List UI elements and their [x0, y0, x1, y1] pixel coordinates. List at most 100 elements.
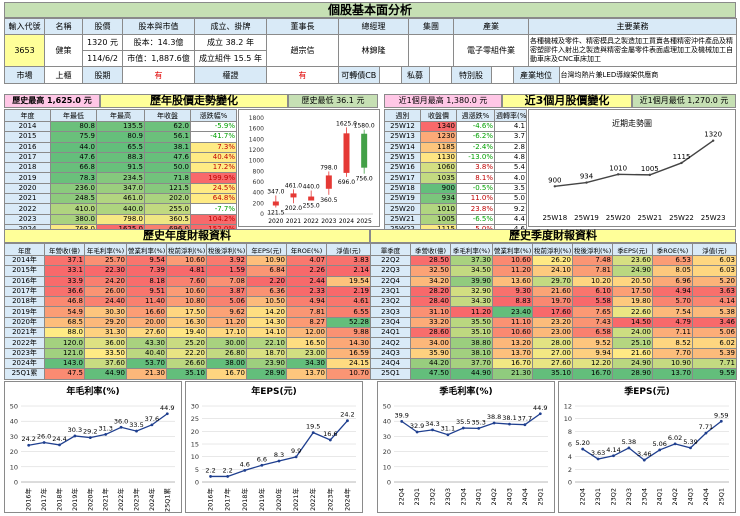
data-point	[538, 412, 542, 416]
value-cell: 47.6	[144, 151, 191, 164]
chart-title: 年EPS(元)	[251, 385, 296, 397]
value-cell: 25.20	[166, 337, 207, 349]
value-cell: 22.60	[612, 306, 653, 318]
year-cell: 2016	[4, 141, 51, 153]
data-label: 36.0	[114, 417, 128, 425]
value-cell: 7.81	[572, 265, 613, 277]
table-row: 2019年 54.9 30.30 16.60 17.50 9.62 14.20 7.81 6.5…	[4, 306, 371, 318]
position-label: 產業地位	[512, 67, 560, 83]
value-cell: 26.80	[206, 347, 247, 359]
data-point	[209, 475, 212, 478]
listed-years: 成立組件 15.5 年	[194, 50, 267, 67]
quarter-header-5: 稅後淨利(%)	[572, 243, 613, 256]
recent-trend-chart: 近期走勢圖 900 25W18 934 25W19 1010 25W20 1005 25W21 1…	[528, 109, 736, 227]
value-cell: 80.9	[96, 131, 145, 143]
candle-body	[343, 133, 350, 173]
value-cell: 360.5	[144, 213, 191, 225]
market-cap: 市值：1,887.6億	[122, 50, 195, 67]
year-cell: 2022	[4, 203, 51, 215]
yearly-header-1: 年最低	[50, 109, 97, 122]
table-row: 22Q4 34.20 39.90 13.60 29.70 10.20 20.50 6.96 5.…	[370, 275, 737, 287]
value-cell: 28.20	[410, 285, 451, 298]
candle-body	[290, 193, 297, 198]
value-cell: 47.50	[410, 368, 451, 380]
data-point	[508, 422, 511, 426]
value-cell: 7.48	[572, 254, 613, 267]
value-cell: 8.52	[652, 337, 693, 349]
value-cell: 9.51	[126, 285, 167, 298]
chairman-name: 趙宗信	[266, 34, 339, 67]
value-cell: 440.0	[96, 203, 145, 215]
value-cell: 19.80	[612, 296, 653, 308]
weekly-header-3: 週轉率(%)	[494, 109, 527, 122]
value-cell: 19.54	[326, 275, 371, 287]
table-row: 25W17 1035 8.1% 4.0	[384, 172, 527, 184]
value-cell: 21.30	[126, 368, 167, 380]
x-tick-label: 2020年	[85, 488, 94, 512]
candle-low-label: 756.0	[356, 176, 373, 183]
data-point	[88, 436, 92, 440]
data-point	[477, 426, 481, 430]
year-cell: 2014	[4, 120, 51, 133]
value-cell: -2.4%	[456, 141, 495, 153]
value-cell: 17.60	[532, 306, 573, 318]
value-cell: 19.40	[166, 327, 207, 339]
value-cell: 4.81	[166, 265, 207, 277]
data-label: 5.20	[575, 439, 589, 447]
value-cell: 24.90	[612, 357, 653, 370]
data-label: 44.9	[533, 404, 547, 412]
table-row: 23Q2 28.40 34.30 8.83 19.70 5.58 19.80 5.70 4.14…	[370, 296, 737, 308]
value-cell: 14.10	[246, 327, 287, 339]
data-label: 1115	[673, 153, 691, 161]
value-cell: 27.60	[532, 357, 573, 370]
table-row: 2020 236.0 347.0 121.5 24.5%	[4, 182, 237, 195]
period-cell: 22Q2	[370, 254, 411, 267]
value-cell: 7.3%	[190, 141, 237, 153]
table-row: 25W15 1130 -13.0% 4.8	[384, 151, 527, 164]
table-row: 25Q1 47.50 44.90 21.30 35.10 16.70 28.90 13.70 9…	[370, 368, 737, 380]
data-point	[680, 161, 683, 165]
data-label: 5.39	[683, 438, 697, 446]
table-row: 25W21 1005 -6.5% 4.4	[384, 213, 527, 225]
x-tick-label: 2022年	[116, 488, 125, 512]
value-cell: 16.30	[166, 316, 207, 329]
value-cell: 34.20	[410, 275, 451, 287]
futures-label: 股期	[82, 66, 123, 84]
value-cell: 14.30	[246, 316, 287, 329]
value-cell: 28.00	[532, 337, 573, 349]
value-cell: 6.84	[246, 265, 287, 277]
header-founded: 成立、掛牌	[194, 18, 267, 35]
value-cell: 52.28	[326, 316, 371, 329]
market-label: 市場	[4, 66, 45, 84]
data-point	[612, 454, 615, 458]
quarter-financial-table: 單季度 季營收(億) 季毛利率(%) 營業利率(%) 稅前淨利(%) 稅後淨利(%) 季EP…	[370, 243, 737, 380]
futures-value: 有	[122, 66, 195, 84]
y-tick-label: 0	[260, 211, 264, 218]
x-tick-label: 2017年	[223, 488, 232, 512]
value-cell: -4.6%	[456, 120, 495, 133]
value-cell: 199.9%	[190, 172, 237, 184]
value-cell: 38.80	[450, 337, 493, 349]
value-cell: 34.00	[410, 337, 451, 349]
value-cell: 7.11	[652, 327, 693, 339]
value-cell: 23.60	[612, 254, 653, 267]
chart-title: 季EPS(元)	[623, 385, 669, 397]
x-tick-label: 24Q4	[521, 488, 529, 506]
data-label: 16.6	[323, 430, 337, 438]
y-tick-label: 1400	[249, 136, 264, 143]
table-row: 2024年 143.0 37.60 53.70 26.60 38.00 23.90 34.30…	[4, 357, 371, 370]
value-cell: 28.40	[410, 296, 451, 308]
value-cell: 29.70	[532, 275, 573, 287]
quarter-header-4: 稅前淨利(%)	[532, 243, 573, 256]
yearly-header-2: 年最高	[96, 109, 145, 122]
table-row: 25W18 900 -0.5% 3.5	[384, 182, 527, 195]
value-cell: 21.60	[612, 347, 653, 359]
y-tick-label: 200	[253, 200, 265, 207]
stock-code-input[interactable]: 3653	[4, 34, 45, 67]
x-tick-label: 23Q1	[413, 488, 421, 506]
x-tick-label: 23Q2	[610, 488, 618, 506]
table-row: 2022年 120.0 36.00 43.30 25.20 30.00 22.10 16.50…	[4, 337, 371, 349]
data-label: 900	[548, 176, 561, 184]
table-row: 25Q1累 47.5 44.90 21.30 35.10 16.70 28.90 13.70 1…	[4, 368, 371, 380]
private-placement-label: 私募	[400, 67, 430, 83]
